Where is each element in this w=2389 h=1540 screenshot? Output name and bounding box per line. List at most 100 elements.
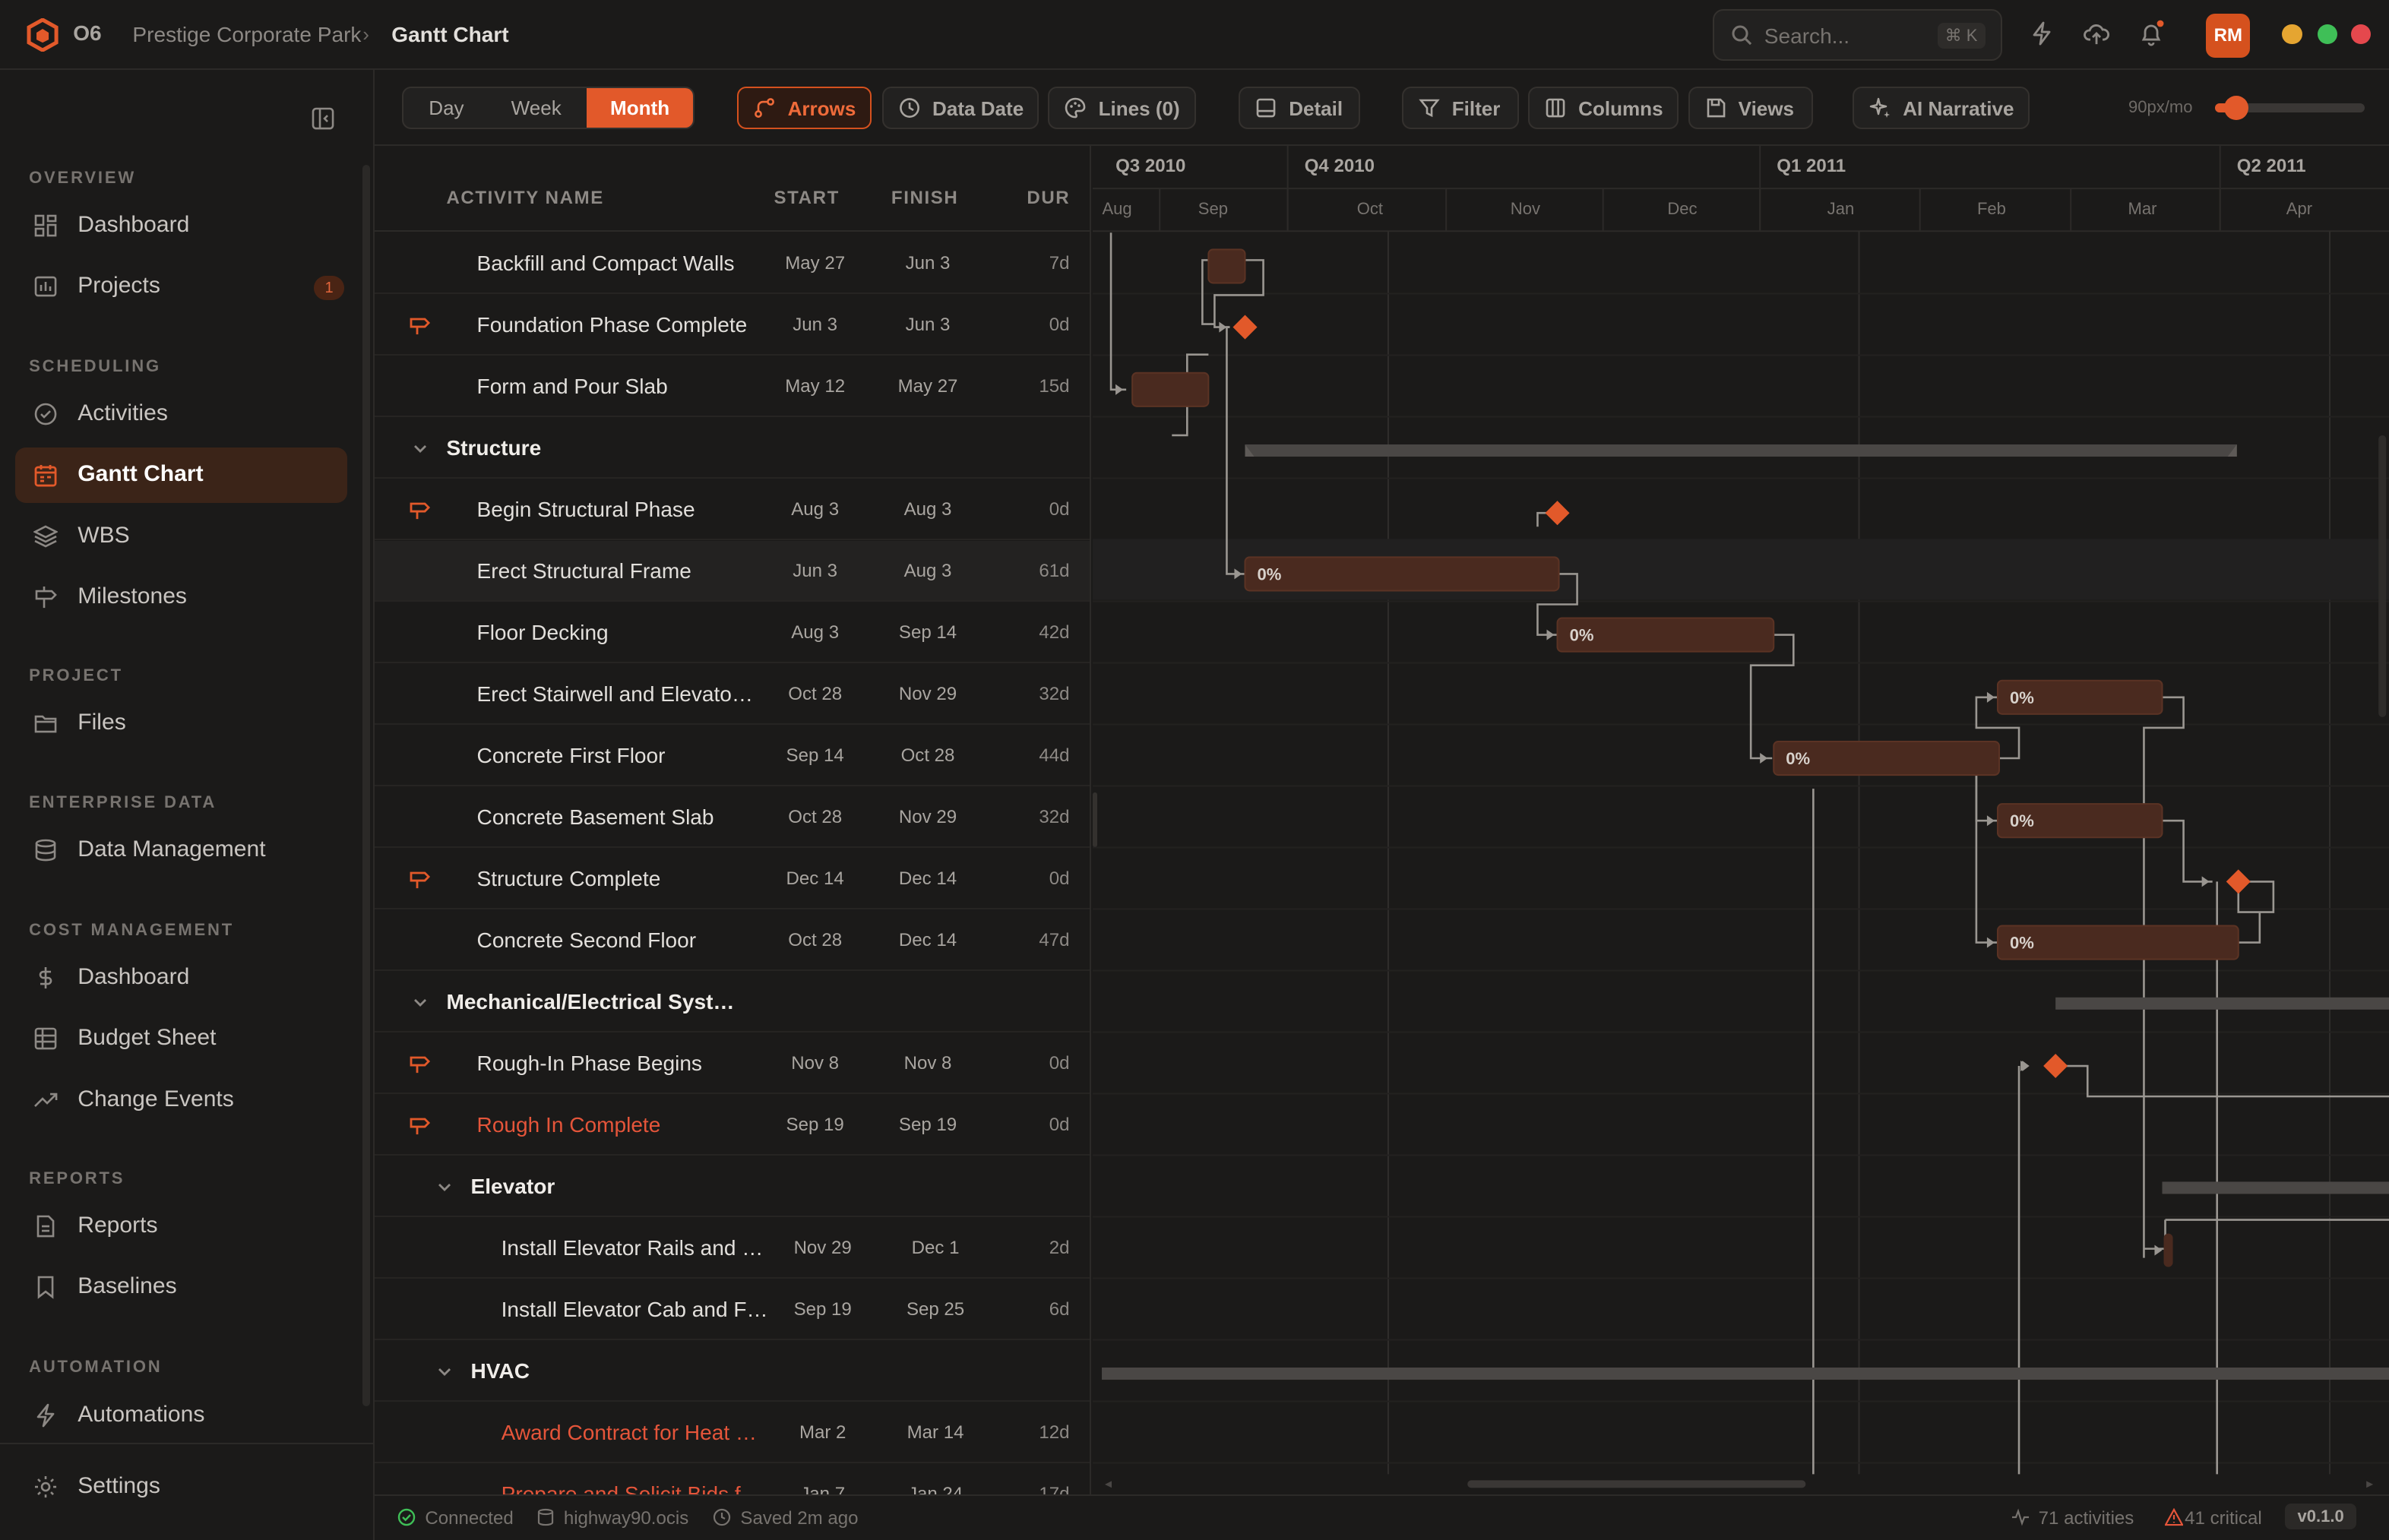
table-row[interactable]: Erect Stairwell and Elevato… Oct 28 Nov 29… [375,664,1090,725]
bolt-icon[interactable] [2028,20,2055,47]
columns-button[interactable]: Columns [1528,87,1679,130]
sidebar-item-dashboard[interactable]: Dashboard [15,198,347,253]
horizontal-scrollbar[interactable] [1467,1480,1805,1488]
bell-icon[interactable] [2137,20,2165,47]
sidebar-item-projects[interactable]: Projects 1 [15,259,347,314]
sidebar-item-change-events[interactable]: Change Events [15,1073,347,1127]
column-header-finish[interactable]: FINISH [891,187,959,208]
bar-erect-structural-frame[interactable] [1244,556,1560,592]
sidebar-item-gantt-chart[interactable]: Gantt Chart [15,447,348,503]
chevron-down-icon[interactable] [410,438,431,459]
breadcrumb-project[interactable]: Prestige Corporate Park [132,23,362,47]
column-header-duration[interactable]: DUR [1027,187,1071,208]
group-row[interactable]: Elevator [375,1156,1090,1217]
gantt-canvas[interactable]: Q3 2010 Q4 2010 Q1 2011 Q2 2011 Aug Sep Oct Nov… [1092,146,2389,1494]
sidebar-item-wbs[interactable]: WBS [15,509,347,564]
sidebar-item-baselines[interactable]: Baselines [15,1260,347,1314]
summary-bar-elevator[interactable] [2162,1181,2389,1194]
sidebar-item-activities[interactable]: Activities [15,387,347,441]
summary-bar-mep[interactable] [2055,998,2389,1010]
sidebar-item-milestones[interactable]: Milestones [15,570,347,625]
sidebar-item-settings[interactable]: Settings [15,1459,347,1514]
milestone-foundation-complete[interactable] [1232,315,1258,340]
window-close-dot[interactable] [2350,24,2371,45]
bar-concrete-basement-slab[interactable] [1996,803,2163,839]
scale-month-button[interactable]: Month [586,88,694,128]
chevron-down-icon[interactable] [434,1361,455,1382]
activity-start: May 27 [785,252,846,274]
scroll-left-icon[interactable]: ◂ [1105,1476,1112,1492]
sidebar-item-data-management[interactable]: Data Management [15,823,347,878]
bar-elevator-rails[interactable] [2163,1234,2173,1268]
bar-backfill-compact-walls[interactable] [1207,248,1246,284]
month-label: Jan [1827,200,1854,219]
sidebar-item-cost-dashboard[interactable]: Dashboard [15,950,347,1005]
table-row[interactable]: Install Elevator Rails and … Nov 29 Dec 1 2… [375,1218,1090,1279]
milestone-rough-in-begins[interactable] [2043,1054,2068,1079]
scale-day-button[interactable]: Day [429,96,464,120]
table-row[interactable]: Foundation Phase Complete Jun 3 Jun 3 0d [375,295,1090,356]
filter-button[interactable]: Filter [1401,87,1519,130]
table-row[interactable]: Erect Structural Frame Jun 3 Aug 3 61d [375,540,1090,602]
bar-form-pour-slab[interactable] [1131,372,1209,408]
milestone-structure-complete[interactable] [2226,869,2251,894]
chevron-down-icon[interactable] [434,1176,455,1197]
table-row[interactable]: Concrete First Floor Sep 14 Oct 28 44d [375,726,1090,786]
bar-erect-stairwell[interactable] [1996,680,2163,716]
milestone-begin-structural[interactable] [1545,501,1570,526]
bar-concrete-first-floor[interactable] [1772,741,2000,776]
detail-button[interactable]: Detail [1239,87,1361,130]
arrows-toggle-button[interactable]: Arrows [737,87,872,130]
sidebar-item-files[interactable]: Files [15,696,347,751]
data-date-button[interactable]: Data Date [881,87,1039,130]
milestone-icon [410,318,431,334]
chevron-down-icon[interactable] [410,991,431,1013]
zoom-slider-handle[interactable] [2223,96,2249,121]
table-row[interactable]: Form and Pour Slab May 12 May 27 15d [375,356,1090,417]
bar-floor-decking[interactable] [1556,618,1774,653]
org-name[interactable]: O6 [73,21,102,46]
column-header-activity-name[interactable]: ACTIVITY NAME [446,187,604,208]
sidebar-item-budget-sheet[interactable]: Budget Sheet [15,1011,347,1066]
sidebar-collapse-icon[interactable] [311,106,335,131]
sidebar-item-reports[interactable]: Reports [15,1199,347,1254]
table-row[interactable]: Award Contract for Heat … Mar 2 Mar 14 12d [375,1402,1090,1463]
table-row[interactable]: Concrete Basement Slab Oct 28 Nov 29 32d [375,787,1090,848]
zoom-slider[interactable] [2215,96,2365,121]
summary-bar-hvac[interactable] [1101,1368,2389,1380]
table-row[interactable]: Structure Complete Dec 14 Dec 14 0d [375,849,1090,909]
table-row[interactable]: Begin Structural Phase Aug 3 Aug 3 0d [375,479,1090,540]
column-header-start[interactable]: START [774,187,840,208]
table-row[interactable]: Floor Decking Aug 3 Sep 14 42d [375,602,1090,663]
activity-finish: Nov 29 [898,806,957,827]
table-row[interactable]: Prepare and Solicit Bids f… Jan 7 Jan 24 17… [375,1464,1089,1494]
group-row[interactable]: Structure [375,418,1090,479]
window-minimize-dot[interactable] [2282,24,2302,45]
cloud-upload-icon[interactable] [2083,20,2110,47]
table-row[interactable]: Install Elevator Cab and F… Sep 19 Sep 25 6… [375,1279,1090,1340]
summary-bar-structure[interactable] [1245,444,2237,457]
database-icon [35,839,56,862]
table-row[interactable]: Rough-In Phase Begins Nov 8 Nov 8 0d [375,1033,1090,1094]
table-row[interactable]: Rough In Complete Sep 19 Sep 19 0d [375,1095,1090,1156]
scale-week-button[interactable]: Week [511,96,562,120]
table-row[interactable]: Backfill and Compact Walls May 27 Jun 3 7d [375,233,1090,294]
group-row[interactable]: HVAC [375,1341,1090,1402]
pane-splitter-handle[interactable] [1092,792,1097,847]
vertical-scrollbar[interactable] [2378,435,2386,718]
table-row[interactable]: Concrete Second Floor Oct 28 Dec 14 47d [375,910,1090,971]
sidebar-item-automations[interactable]: Automations [15,1388,347,1443]
search-box[interactable]: Search... ⌘ K [1712,9,2002,62]
bar-concrete-second-floor[interactable] [1996,925,2239,961]
user-avatar[interactable]: RM [2206,14,2251,59]
scroll-right-icon[interactable]: ▸ [2366,1476,2373,1492]
views-button[interactable]: Views [1688,87,1813,130]
app-logo-icon[interactable] [26,18,59,52]
lines-button[interactable]: Lines (0) [1048,87,1196,130]
ai-narrative-button[interactable]: AI Narrative [1853,87,2030,130]
sidebar-item-label: Gantt Chart [78,461,204,487]
sidebar-scrollbar[interactable] [362,164,371,1406]
window-maximize-dot[interactable] [2317,24,2337,45]
group-row[interactable]: Mechanical/Electrical Syst… [375,972,1090,1032]
activity-start: Aug 3 [791,498,840,520]
